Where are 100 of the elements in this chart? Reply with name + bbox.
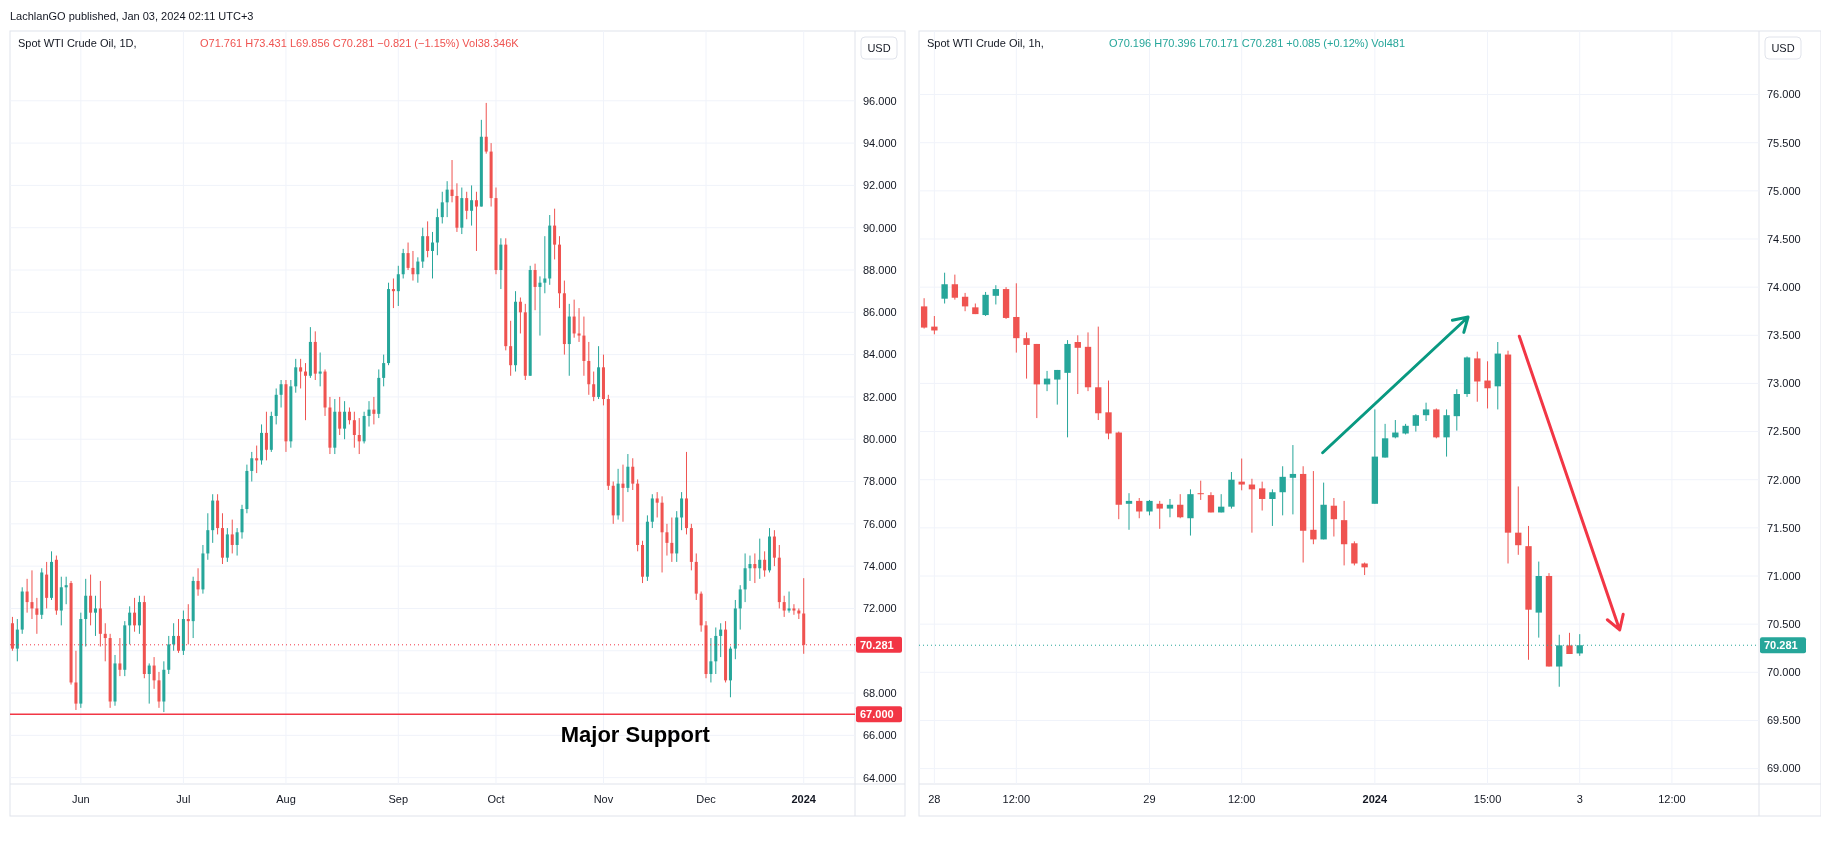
x-tick-label: Sep <box>388 793 409 805</box>
candlestick <box>670 516 674 563</box>
candlestick <box>84 578 88 648</box>
candlestick <box>655 491 659 518</box>
candlestick <box>133 597 137 633</box>
candlestick <box>577 307 581 343</box>
candlestick <box>279 379 283 408</box>
y-tick-label: 74.000 <box>863 559 897 572</box>
candlestick <box>294 358 298 394</box>
candlestick <box>206 512 210 561</box>
candlestick <box>1453 388 1460 432</box>
candlestick <box>626 453 630 493</box>
candlestick <box>406 242 410 271</box>
candlestick <box>553 208 557 260</box>
candlestick <box>1197 480 1204 501</box>
x-tick-label: 3 <box>1576 793 1583 805</box>
y-tick-label: 70.500 <box>1767 618 1801 631</box>
x-tick-label: 15:00 <box>1473 793 1502 805</box>
y-tick-label: 73.000 <box>1767 377 1801 390</box>
y-tick-label: 80.000 <box>863 433 897 446</box>
candlestick <box>941 272 948 305</box>
candlestick <box>474 191 478 252</box>
y-tick-label: 88.000 <box>863 263 897 276</box>
candlestick <box>982 291 989 317</box>
candlestick <box>509 320 513 377</box>
y-tick-label: 71.500 <box>1767 521 1801 534</box>
ref-line-label: 70.281 <box>860 638 894 651</box>
candlestick <box>103 622 107 662</box>
text: Spot WTI Crude Oil, 1h, <box>927 37 1044 49</box>
candlestick <box>357 417 361 455</box>
x-tick-label: Nov <box>593 793 614 805</box>
y-tick-label: 94.000 <box>863 136 897 149</box>
y-tick-label: 71.000 <box>1767 569 1801 582</box>
candlestick <box>709 637 713 683</box>
x-tick-label: 12:00 <box>1658 793 1686 805</box>
candlestick <box>738 584 742 631</box>
candlestick <box>951 274 959 301</box>
candlestick <box>450 159 454 203</box>
candlestick <box>1105 380 1112 440</box>
candlestick <box>1289 444 1297 515</box>
candlestick <box>1381 423 1389 459</box>
y-tick-label: 92.000 <box>863 179 897 192</box>
text: LachlanGO published, Jan 03, 2024 02:11 UTC+3 <box>10 10 254 22</box>
candlestick <box>792 603 796 616</box>
x-tick-label: Oct <box>487 793 505 805</box>
candlestick <box>920 297 928 330</box>
x-tick-label: Jun <box>71 793 90 805</box>
y-tick-label: 75.000 <box>1767 184 1801 197</box>
candlestick <box>1013 282 1020 354</box>
candlestick <box>650 493 654 529</box>
candlestick <box>543 235 547 294</box>
y-tick-label: 76.000 <box>863 517 897 530</box>
candlestick <box>30 569 34 620</box>
candlestick <box>152 656 156 690</box>
candlestick <box>137 595 141 635</box>
y-tick-label: 84.000 <box>863 348 897 361</box>
x-tick-label: Jul <box>176 793 191 805</box>
candlestick <box>352 411 356 449</box>
candlestick <box>186 603 190 645</box>
candlestick <box>1156 500 1163 530</box>
candlestick <box>299 358 303 389</box>
text: Spot WTI Crude Oil, 1D, <box>18 37 137 49</box>
candlestick <box>631 457 635 491</box>
candlestick <box>748 555 752 582</box>
candlestick <box>64 576 68 605</box>
candlestick <box>992 284 1000 305</box>
candlestick <box>445 180 449 218</box>
y-tick-label: 72.500 <box>1767 425 1801 438</box>
candlestick <box>1443 408 1450 458</box>
y-axis-title: USD <box>1771 41 1795 54</box>
candlestick <box>230 519 234 554</box>
candlestick <box>1125 492 1133 531</box>
candlestick <box>89 574 93 626</box>
y-tick-label: 78.000 <box>863 475 897 488</box>
candlestick <box>1330 497 1338 538</box>
y-tick-label: 72.000 <box>863 602 897 615</box>
x-tick-label: 12:00 <box>1227 793 1256 805</box>
y-tick-label: 90.000 <box>863 221 897 234</box>
candlestick <box>372 396 376 425</box>
candlestick <box>1269 488 1276 527</box>
candlestick <box>396 265 400 307</box>
candlestick <box>533 263 537 311</box>
x-tick-label: 2024 <box>791 793 817 805</box>
text: O70.196 H70.396 L70.171 C70.281 +0.085 (+0.12%) Vol481 <box>1109 37 1406 49</box>
candlestick <box>753 552 757 584</box>
y-tick-label: 68.000 <box>863 686 897 699</box>
y-tick-label: 66.000 <box>863 729 897 742</box>
candlestick <box>1023 331 1030 380</box>
candlestick <box>1392 419 1399 439</box>
candlestick <box>426 220 430 258</box>
candlestick <box>465 191 469 220</box>
candlestick <box>572 299 576 339</box>
candlestick <box>538 275 542 337</box>
candlestick <box>430 231 435 279</box>
candlestick <box>1422 402 1430 422</box>
candlestick <box>1515 485 1522 556</box>
candlestick <box>719 622 723 658</box>
candlestick <box>240 504 244 540</box>
candlestick <box>225 527 229 563</box>
candlestick <box>665 523 669 557</box>
